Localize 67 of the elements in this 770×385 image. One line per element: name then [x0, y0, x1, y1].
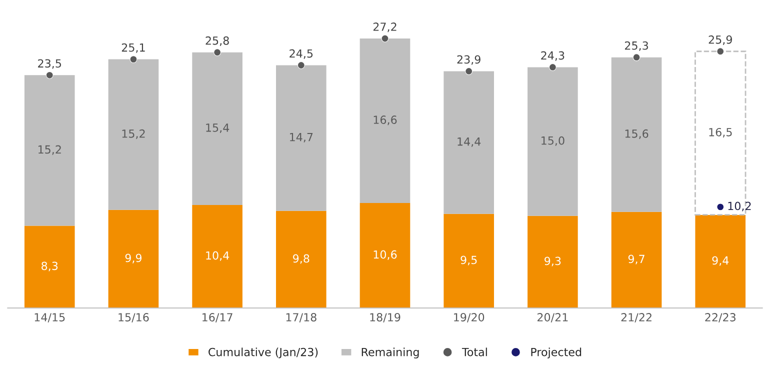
point	[548, 63, 556, 71]
point	[214, 48, 222, 56]
point	[716, 48, 724, 56]
data-label: 15,2	[122, 129, 145, 139]
data-label: 23,5	[38, 59, 62, 69]
legend-label: Remaining	[362, 348, 419, 358]
data-label: 9,8	[293, 254, 310, 264]
point	[465, 67, 473, 75]
x-tick-label: 22/23	[705, 313, 736, 322]
legend-label: Total	[462, 348, 487, 356]
x-tick-label: 19/20	[454, 313, 484, 322]
data-label: 10,6	[374, 250, 397, 260]
bar	[444, 71, 494, 214]
bar	[444, 214, 494, 308]
data-label: 16,5	[709, 128, 732, 138]
data-label: 15,2	[38, 145, 61, 155]
data-label: 15,0	[542, 136, 564, 146]
x-tick-label: 15/16	[118, 313, 149, 322]
bar	[108, 210, 159, 308]
data-label: 15,4	[206, 124, 230, 134]
point	[381, 34, 389, 42]
data-label: 25,1	[122, 43, 145, 53]
bar	[360, 38, 410, 203]
data-label: 10,2	[728, 202, 751, 212]
bar	[695, 214, 746, 308]
data-label: 25,9	[708, 35, 732, 45]
legend-label: Projected	[531, 348, 582, 358]
bar	[24, 75, 75, 226]
x-tick-label: 14/15	[34, 313, 65, 322]
data-label: 23,9	[457, 55, 480, 65]
data-label: 14,4	[458, 138, 481, 147]
bar	[276, 65, 326, 211]
bar	[528, 67, 578, 216]
data-label: 16,6	[374, 116, 397, 126]
point	[297, 62, 305, 70]
data-label: 27,2	[373, 22, 396, 32]
data-label: 9,4	[712, 256, 729, 266]
data-label: 10,4	[206, 251, 230, 261]
data-label: 24,5	[290, 49, 313, 59]
bar	[192, 52, 242, 205]
bar	[24, 226, 75, 308]
point	[130, 56, 138, 64]
bar	[611, 212, 662, 308]
x-tick-label: 18/19	[370, 313, 400, 322]
bar	[108, 59, 159, 210]
data-label: 9,5	[460, 256, 477, 266]
data-label: 24,3	[541, 51, 564, 61]
data-label: 15,6	[625, 129, 648, 139]
bar	[192, 204, 242, 308]
data-label: 9,3	[544, 256, 561, 266]
data-label: 8,3	[42, 262, 58, 272]
x-tick-label: 17/18	[286, 313, 316, 322]
bar	[611, 57, 662, 212]
point	[632, 54, 640, 62]
x-tick-label: 16/17	[202, 313, 232, 322]
data-label: 9,9	[125, 254, 142, 264]
point	[46, 71, 54, 79]
bar	[360, 202, 410, 308]
data-label: 14,7	[290, 133, 313, 142]
x-tick-label: 20/21	[537, 313, 568, 322]
x-tick-label: 21/22	[621, 313, 652, 322]
legend-label: Cumulative (Jan/23)	[208, 348, 318, 358]
bar	[276, 210, 326, 308]
data-label: 25,3	[624, 41, 648, 51]
data-label: 9,7	[628, 254, 644, 264]
data-label: 25,8	[206, 36, 229, 46]
bar	[528, 216, 578, 308]
